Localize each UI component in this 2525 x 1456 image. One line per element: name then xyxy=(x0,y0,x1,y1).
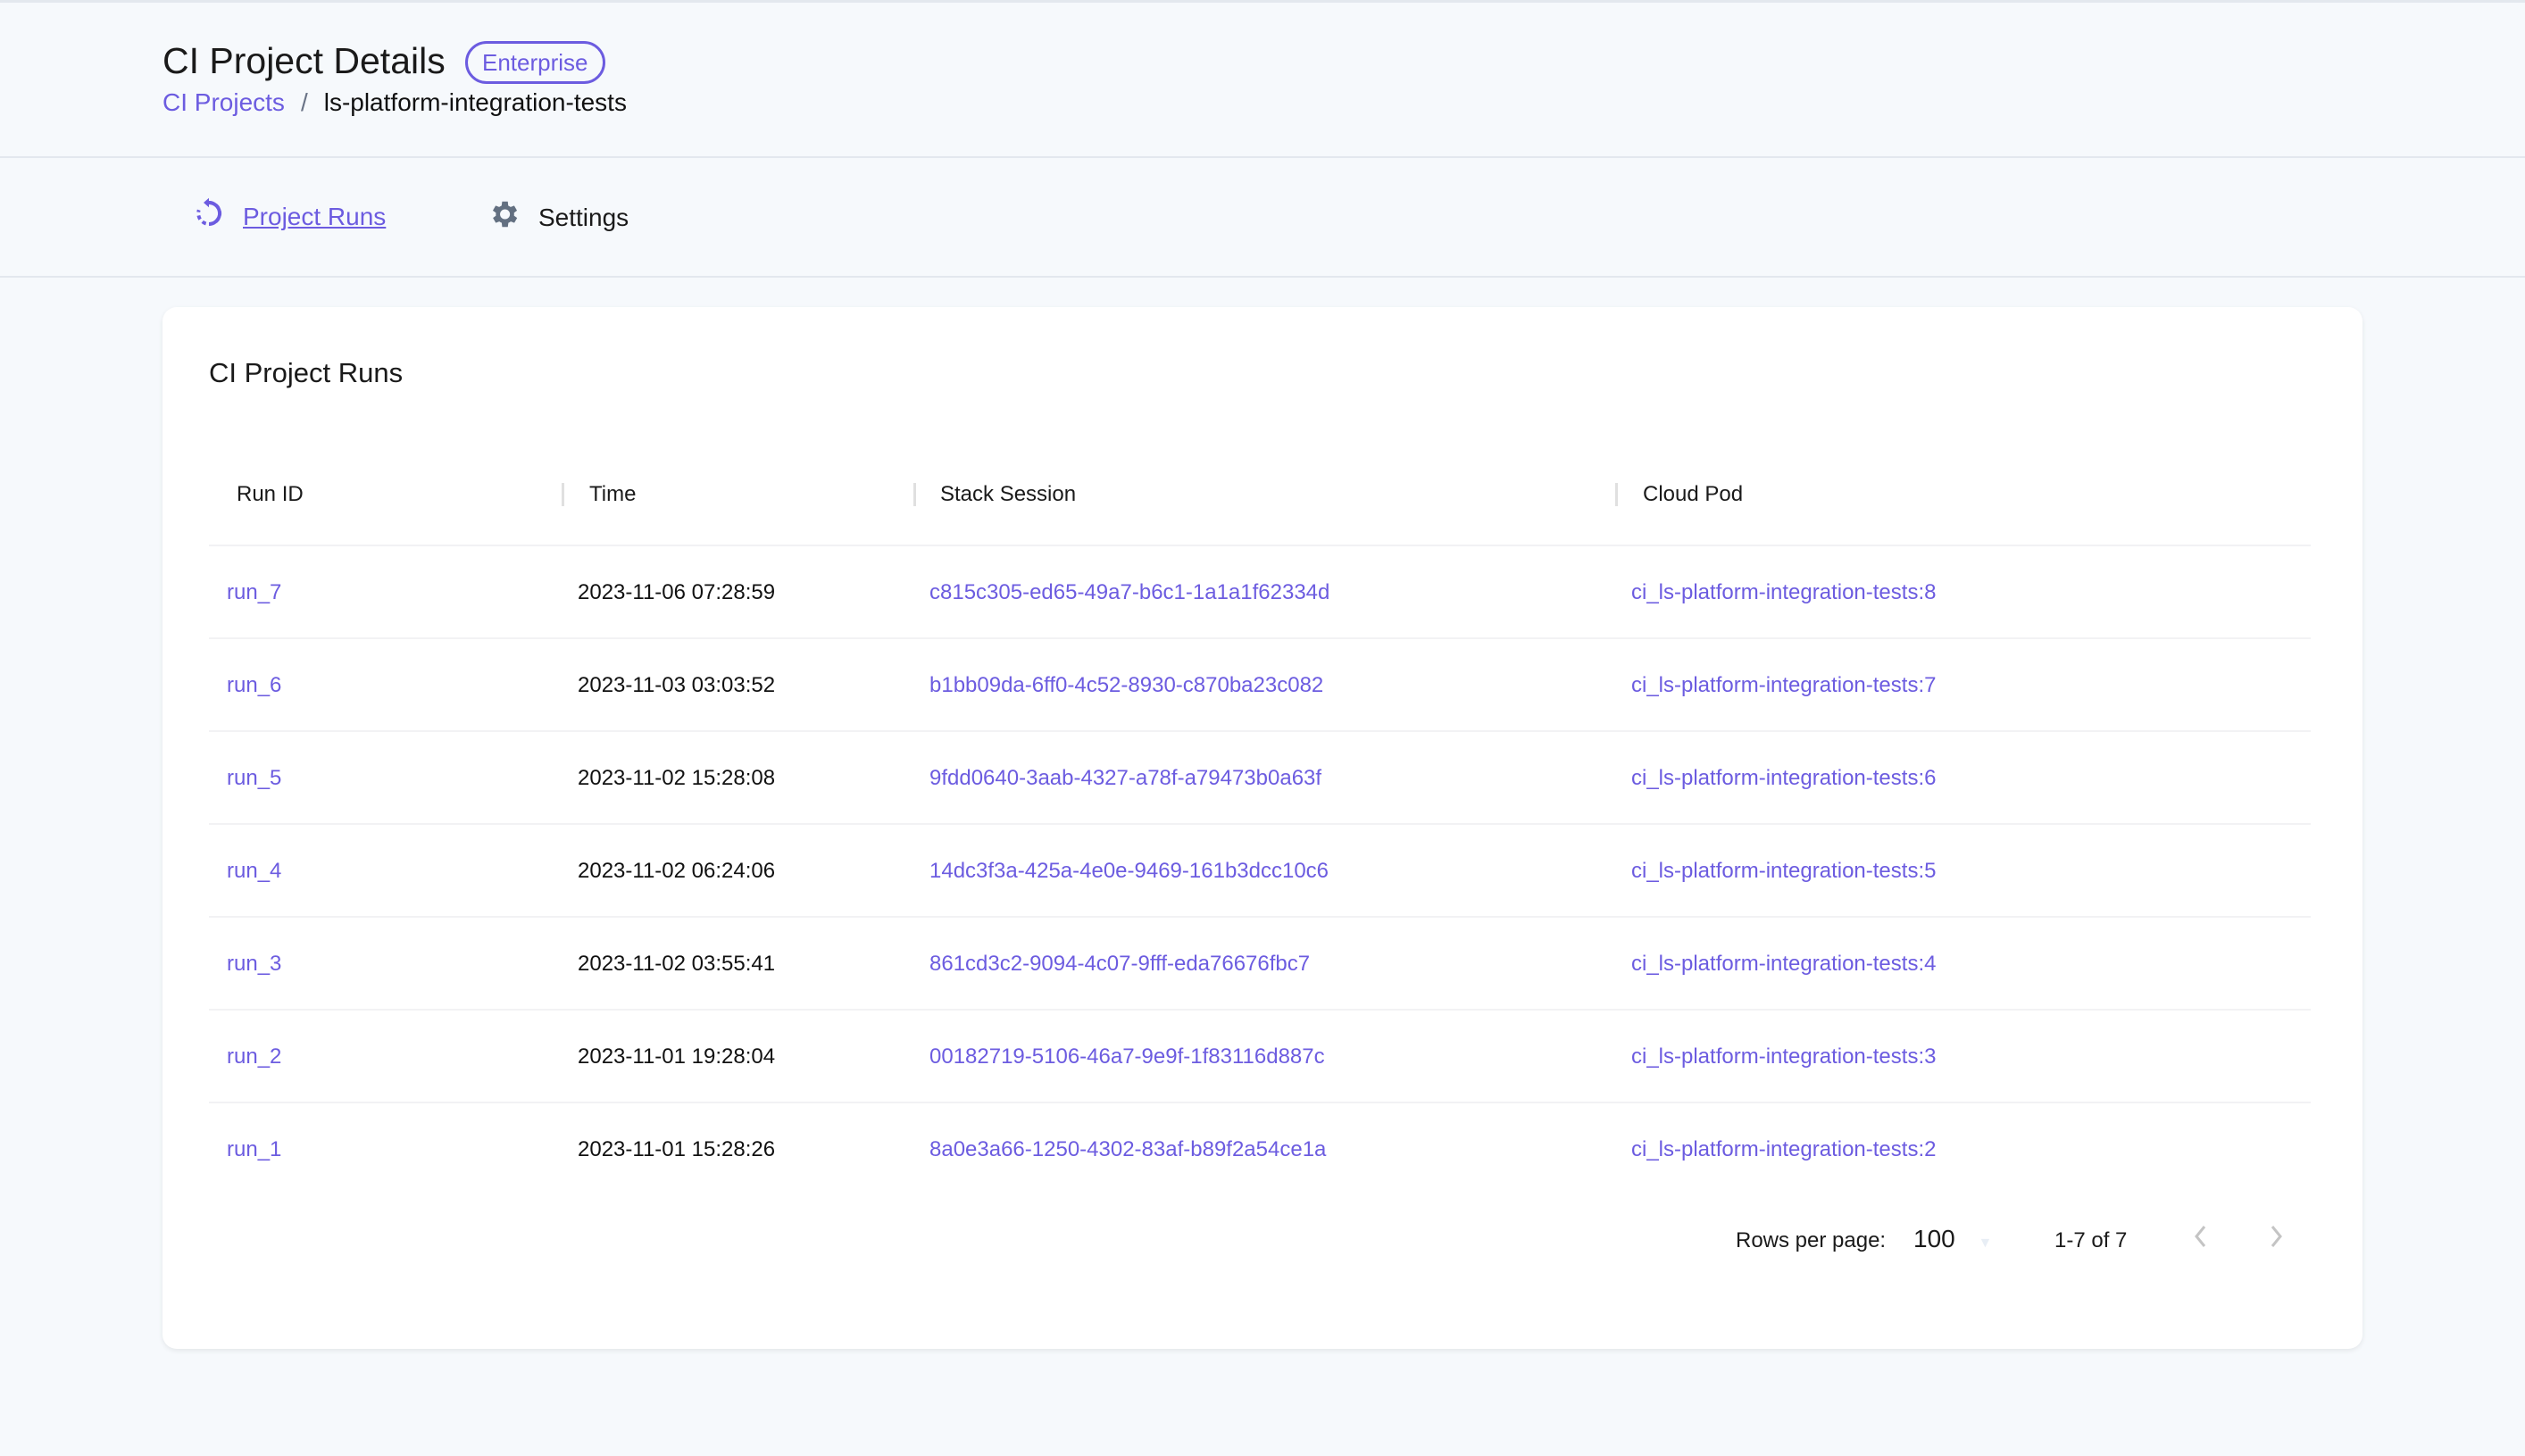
enterprise-badge: Enterprise xyxy=(465,41,605,84)
breadcrumb-separator: / xyxy=(300,88,308,116)
tab-settings-label: Settings xyxy=(538,203,629,231)
breadcrumb-ci-projects-link[interactable]: CI Projects xyxy=(162,88,285,116)
column-separator[interactable] xyxy=(562,483,564,506)
cloud-pod-link[interactable]: ci_ls-platform-integration-tests:3 xyxy=(1631,1044,1937,1069)
column-header-cloud-pod[interactable]: Cloud Pod xyxy=(1643,482,1744,506)
previous-page-button[interactable] xyxy=(2191,1223,2211,1254)
table-row: run_1 2023-11-01 15:28:26 8a0e3a66-1250-43… xyxy=(209,1102,2311,1194)
run-id-link[interactable]: run_4 xyxy=(227,859,282,883)
table-row: run_5 2023-11-02 15:28:08 9fdd0640-3aab-43… xyxy=(209,730,2311,823)
run-id-link[interactable]: run_3 xyxy=(227,952,282,976)
cloud-pod-link[interactable]: ci_ls-platform-integration-tests:8 xyxy=(1631,580,1937,604)
tab-project-runs[interactable]: Project Runs xyxy=(193,197,386,236)
run-time: 2023-11-03 03:03:52 xyxy=(578,673,776,697)
run-id-link[interactable]: run_2 xyxy=(227,1044,282,1069)
run-id-link[interactable]: run_1 xyxy=(227,1137,282,1161)
chevron-left-icon xyxy=(2195,1226,2206,1247)
run-time: 2023-11-02 06:24:06 xyxy=(578,859,776,883)
card-title: CI Project Runs xyxy=(209,357,404,388)
run-id-link[interactable]: run_7 xyxy=(227,580,282,604)
run-time: 2023-11-02 15:28:08 xyxy=(578,766,776,790)
stack-session-link[interactable]: b1bb09da-6ff0-4c52-8930-c870ba23c082 xyxy=(929,673,1324,697)
table-row: run_4 2023-11-02 06:24:06 14dc3f3a-425a-4e… xyxy=(209,823,2311,916)
cloud-pod-link[interactable]: ci_ls-platform-integration-tests:4 xyxy=(1631,952,1937,976)
pagination-range: 1-7 of 7 xyxy=(2054,1228,2128,1252)
tabs-divider xyxy=(0,276,2525,278)
stack-session-link[interactable]: c815c305-ed65-49a7-b6c1-1a1a1f62334d xyxy=(929,580,1330,604)
chevron-down-icon: ▼ xyxy=(1978,1236,1993,1251)
table-row: run_7 2023-11-06 07:28:59 c815c305-ed65-49… xyxy=(209,545,2311,637)
run-time: 2023-11-01 15:28:26 xyxy=(578,1137,776,1161)
table-row: run_6 2023-11-03 03:03:52 b1bb09da-6ff0-4c… xyxy=(209,637,2311,730)
run-time: 2023-11-02 03:55:41 xyxy=(578,952,776,976)
column-header-stack-session[interactable]: Stack Session xyxy=(940,482,1077,506)
run-id-link[interactable]: run_6 xyxy=(227,673,282,697)
breadcrumb-current: ls-platform-integration-tests xyxy=(323,88,627,116)
rows-per-page-value: 100 xyxy=(1913,1225,1955,1252)
runs-card: CI Project Runs Run ID Time Stack Sessio… xyxy=(162,307,2362,1349)
cloud-pod-link[interactable]: ci_ls-platform-integration-tests:6 xyxy=(1631,766,1937,790)
column-separator[interactable] xyxy=(1615,483,1618,506)
run-time: 2023-11-06 07:28:59 xyxy=(578,580,776,604)
page-title: CI Project Details xyxy=(162,40,446,81)
rows-per-page-label: Rows per page: xyxy=(1736,1228,1887,1252)
breadcrumb: CI Projects / ls-platform-integration-te… xyxy=(162,88,627,117)
stack-session-link[interactable]: 8a0e3a66-1250-4302-83af-b89f2a54ce1a xyxy=(929,1137,1327,1161)
table-row: run_3 2023-11-02 03:55:41 861cd3c2-9094-4c… xyxy=(209,916,2311,1009)
cloud-pod-link[interactable]: ci_ls-platform-integration-tests:7 xyxy=(1631,673,1937,697)
rows-per-page-select[interactable]: 100 ▼ xyxy=(1913,1225,1992,1253)
gear-icon xyxy=(487,197,521,237)
stack-session-link[interactable]: 00182719-5106-46a7-9e9f-1f83116d887c xyxy=(929,1044,1325,1069)
cloud-pod-link[interactable]: ci_ls-platform-integration-tests:5 xyxy=(1631,859,1937,883)
column-header-time[interactable]: Time xyxy=(589,482,637,506)
stack-session-link[interactable]: 14dc3f3a-425a-4e0e-9469-161b3dcc10c6 xyxy=(929,859,1329,883)
chevron-right-icon xyxy=(2271,1226,2282,1247)
column-header-run-id[interactable]: Run ID xyxy=(237,482,304,506)
tab-project-runs-label: Project Runs xyxy=(243,202,387,230)
history-icon xyxy=(193,197,225,236)
next-page-button[interactable] xyxy=(2266,1223,2286,1254)
run-time: 2023-11-01 19:28:04 xyxy=(578,1044,776,1069)
stack-session-link[interactable]: 9fdd0640-3aab-4327-a78f-a79473b0a63f xyxy=(929,766,1322,790)
column-separator[interactable] xyxy=(913,483,916,506)
header-divider xyxy=(0,156,2525,158)
table-row: run_2 2023-11-01 19:28:04 00182719-5106-46… xyxy=(209,1009,2311,1102)
run-id-link[interactable]: run_5 xyxy=(227,766,282,790)
stack-session-link[interactable]: 861cd3c2-9094-4c07-9fff-eda76676fbc7 xyxy=(929,952,1311,976)
cloud-pod-link[interactable]: ci_ls-platform-integration-tests:2 xyxy=(1631,1137,1937,1161)
tab-settings[interactable]: Settings xyxy=(487,197,629,237)
